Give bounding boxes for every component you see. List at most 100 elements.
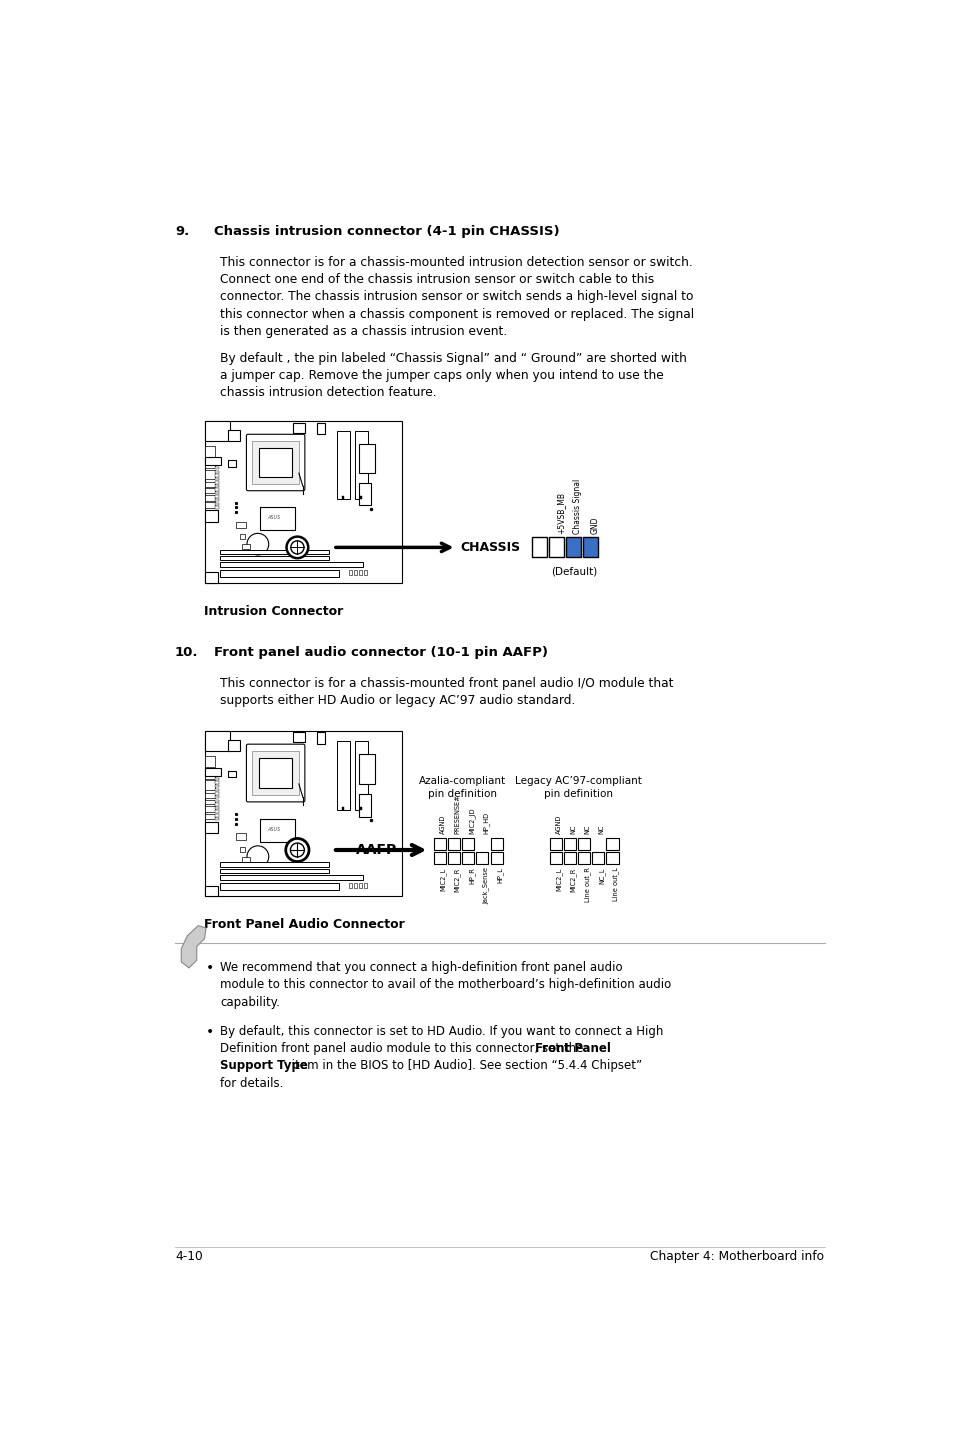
Text: NC_L: NC_L	[598, 867, 604, 884]
Bar	[531, 538, 546, 558]
Text: PRESENSE#: PRESENSE#	[454, 794, 459, 834]
Bar	[215, 492, 218, 495]
Bar	[358, 444, 375, 473]
Text: MIC2_L: MIC2_L	[556, 867, 562, 890]
Bar	[336, 431, 350, 499]
Bar	[204, 792, 215, 798]
Bar	[204, 731, 230, 751]
Bar	[294, 732, 305, 742]
Bar	[215, 485, 218, 487]
Text: ASUS: ASUS	[267, 515, 280, 521]
Bar	[215, 489, 218, 490]
Text: Front panel audio connector (10-1 pin AAFP): Front panel audio connector (10-1 pin AA…	[213, 646, 547, 659]
Bar	[582, 538, 598, 558]
Bar	[349, 883, 352, 889]
Bar	[563, 853, 576, 864]
Bar	[220, 869, 329, 873]
Circle shape	[247, 533, 269, 555]
Bar	[220, 549, 329, 554]
Bar	[215, 475, 218, 476]
Bar	[215, 482, 218, 483]
Text: HP_R: HP_R	[468, 867, 475, 884]
Bar	[204, 421, 402, 582]
FancyBboxPatch shape	[246, 745, 305, 802]
Text: is then generated as a chassis intrusion event.: is then generated as a chassis intrusion…	[220, 325, 507, 338]
Text: item in the BIOS to [HD Audio]. See section “5.4.4 Chipset”: item in the BIOS to [HD Audio]. See sect…	[288, 1060, 641, 1073]
Bar	[204, 495, 215, 500]
Text: MIC2_JD: MIC2_JD	[468, 807, 475, 834]
Bar	[204, 781, 215, 789]
Bar	[476, 853, 488, 864]
Text: By default, this connector is set to HD Audio. If you want to connect a High: By default, this connector is set to HD …	[220, 1024, 662, 1038]
Bar	[294, 423, 305, 433]
Bar	[242, 857, 250, 861]
Text: this connector when a chassis component is removed or replaced. The signal: this connector when a chassis component …	[220, 308, 694, 321]
Bar	[215, 499, 218, 502]
Text: Chassis Signal: Chassis Signal	[573, 479, 581, 535]
Bar	[316, 423, 325, 434]
Bar	[204, 510, 218, 522]
Text: This connector is for a chassis-mounted front panel audio I/O module that: This connector is for a chassis-mounted …	[220, 677, 673, 690]
Bar	[242, 544, 250, 549]
Bar	[349, 571, 352, 575]
Bar	[204, 807, 215, 812]
Text: HP_L: HP_L	[497, 867, 503, 883]
Bar	[354, 571, 356, 575]
Bar	[204, 823, 218, 834]
Bar	[228, 460, 236, 466]
Bar	[204, 886, 218, 896]
Text: MIC2_L: MIC2_L	[439, 867, 446, 890]
Polygon shape	[181, 926, 206, 968]
Bar	[215, 503, 218, 505]
Text: 9.: 9.	[174, 224, 189, 237]
Bar	[448, 838, 459, 850]
Text: AAFP: AAFP	[355, 843, 396, 857]
Bar	[215, 467, 218, 469]
Bar	[336, 741, 350, 810]
Bar	[259, 508, 295, 529]
Text: a jumper cap. Remove the jumper caps only when you intend to use the: a jumper cap. Remove the jumper caps onl…	[220, 370, 663, 383]
Bar	[578, 853, 590, 864]
Bar	[549, 853, 561, 864]
Text: We recommend that you connect a high-definition front panel audio: We recommend that you connect a high-def…	[220, 961, 622, 974]
Bar	[228, 741, 240, 751]
Bar	[220, 874, 362, 880]
Bar	[220, 863, 329, 867]
Bar	[204, 800, 215, 804]
Bar	[606, 853, 618, 864]
Bar	[220, 562, 362, 567]
Bar	[363, 883, 367, 889]
Bar	[358, 483, 371, 505]
Text: for details.: for details.	[220, 1077, 283, 1090]
Bar	[549, 838, 561, 850]
Bar	[606, 838, 618, 850]
Bar	[215, 788, 218, 791]
Bar	[578, 838, 590, 850]
Bar	[204, 459, 215, 469]
Text: MIC2_R: MIC2_R	[454, 867, 460, 892]
Bar	[204, 482, 215, 486]
Text: module to this connector to avail of the motherboard’s high-definition audio: module to this connector to avail of the…	[220, 978, 671, 991]
Text: Chassis intrusion connector (4-1 pin CHASSIS): Chassis intrusion connector (4-1 pin CHA…	[213, 224, 558, 237]
Text: By default , the pin labeled “Chassis Signal” and “ Ground” are shorted with: By default , the pin labeled “Chassis Si…	[220, 351, 686, 365]
Bar	[220, 569, 338, 577]
Bar	[342, 496, 344, 499]
Bar	[220, 883, 338, 890]
Bar	[215, 496, 218, 498]
Text: 4-10: 4-10	[174, 1250, 203, 1263]
Bar	[215, 470, 218, 473]
Bar	[215, 781, 218, 784]
Bar	[215, 807, 218, 810]
Text: Definition front panel audio module to this connector, set the: Definition front panel audio module to t…	[220, 1043, 586, 1055]
Text: 10.: 10.	[174, 646, 198, 659]
Text: •: •	[206, 961, 214, 975]
Bar	[204, 421, 230, 440]
Circle shape	[247, 846, 269, 867]
Text: Connect one end of the chassis intrusion sensor or switch cable to this: Connect one end of the chassis intrusion…	[220, 273, 654, 286]
Bar	[215, 477, 218, 480]
Bar	[215, 506, 218, 509]
Bar	[259, 758, 292, 788]
Text: +5VSB_MB: +5VSB_MB	[556, 492, 564, 535]
Bar	[565, 538, 580, 558]
Bar	[358, 754, 375, 784]
